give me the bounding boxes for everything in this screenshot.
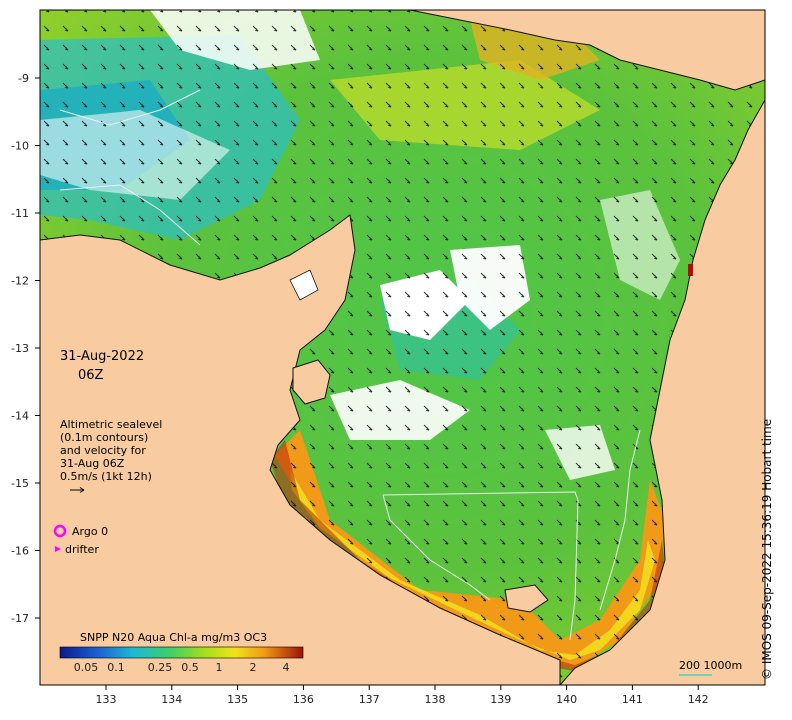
lon-tick-label: 133 <box>96 693 117 706</box>
colorbar <box>59 646 304 659</box>
colorbar-tick-label: 4 <box>283 661 290 674</box>
lat-tick-label: -11 <box>11 207 29 220</box>
drifter-icon <box>55 546 61 552</box>
colorbar-tick-label: 1 <box>216 661 223 674</box>
sealevel-contours <box>59 89 641 641</box>
legend-line-2: (0.1m contours) <box>60 431 148 444</box>
velocity-legend: Altimetric sealevel (0.1m contours) and … <box>60 418 162 493</box>
land-masses <box>39 9 766 686</box>
legend-arrow-icon <box>70 487 85 493</box>
lon-tick-label: 141 <box>622 693 643 706</box>
lon-tick-label: 135 <box>227 693 248 706</box>
legend-line-1: Altimetric sealevel <box>60 418 162 431</box>
imos-credit: © IMOS 09-Sep-2022 15:36:19 Hobart time <box>760 418 774 680</box>
lat-tick-label: -10 <box>11 140 29 153</box>
argo-legend: Argo 0 <box>53 524 108 538</box>
legend-line-3: and velocity for <box>60 444 146 457</box>
colorbar-tick-label: 0.25 <box>148 661 173 674</box>
lat-tick-label: -16 <box>11 545 29 558</box>
lat-tick-label: -15 <box>11 477 29 490</box>
lon-tick-label: 138 <box>425 693 446 706</box>
lat-tick-label: -14 <box>11 410 29 423</box>
legend-line-4: 31-Aug 06Z <box>60 457 125 470</box>
lon-tick-label: 140 <box>556 693 577 706</box>
longitude-axis: 133 134 135 136 137 138 139 140 141 142 <box>96 685 709 706</box>
lon-tick-label: 139 <box>490 693 511 706</box>
colorbar-ticks: 0.05 0.1 0.25 0.5 1 2 4 <box>74 661 290 674</box>
lat-tick-label: -17 <box>11 612 29 625</box>
lat-tick-label: -9 <box>18 72 29 85</box>
argo-circle-icon <box>53 524 67 538</box>
colorbar-title: SNPP N20 Aqua Chl-a mg/m3 OC3 <box>80 631 267 644</box>
time-label: 06Z <box>78 368 104 383</box>
lon-tick-label: 142 <box>688 693 709 706</box>
latitude-axis: -9 -10 -11 -12 -13 -14 -15 -16 -17 <box>11 72 40 625</box>
drifter-label: drifter <box>65 543 99 556</box>
date-label: 31-Aug-2022 <box>60 349 144 364</box>
scale-label: 200 1000m <box>679 659 742 672</box>
drifter-legend: drifter <box>55 543 99 556</box>
lon-tick-label: 134 <box>161 693 182 706</box>
argo-label: Argo 0 <box>72 525 108 538</box>
colorbar-tick-label: 2 <box>250 661 257 674</box>
lat-tick-label: -12 <box>11 275 29 288</box>
colorbar-tick-label: 0.5 <box>181 661 199 674</box>
lon-tick-label: 137 <box>359 693 380 706</box>
colorbar-tick-label: 0.05 <box>74 661 99 674</box>
legend-line-5: 0.5m/s (1kt 12h) <box>60 470 152 483</box>
colorbar-tick-label: 0.1 <box>107 661 125 674</box>
lat-tick-label: -13 <box>11 342 29 355</box>
lon-tick-label: 136 <box>293 693 314 706</box>
